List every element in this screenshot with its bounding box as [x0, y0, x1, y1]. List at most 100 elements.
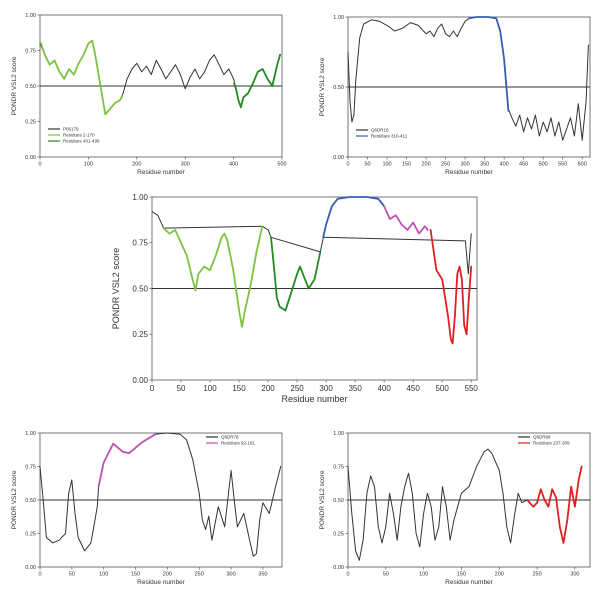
y-tick-label: 0.50 [333, 85, 344, 91]
x-tick-label: 100 [203, 384, 217, 393]
x-tick-label: 550 [558, 162, 567, 168]
series-line-2 [270, 236, 322, 312]
x-tick-label: 400 [500, 162, 509, 168]
x-tick-label: 50 [177, 384, 186, 393]
x-tick-label: 50 [364, 162, 370, 168]
x-tick-label: 50 [69, 572, 75, 578]
x-tick-label: 100 [419, 572, 428, 578]
y-axis-label: PONDR VSL2 score [319, 57, 326, 116]
series-line-1 [97, 433, 157, 488]
series-line-1 [40, 39, 124, 116]
series-line-0 [151, 211, 472, 275]
y-tick-label: 1.00 [132, 193, 148, 202]
x-tick-label: 150 [131, 572, 140, 578]
legend-label: Residues 237-309 [533, 441, 570, 446]
x-tick-label: 200 [495, 572, 504, 578]
y-tick-label: 0.50 [25, 498, 36, 504]
y-tick-label: 0.50 [25, 84, 36, 90]
x-tick-label: 300 [461, 162, 470, 168]
y-tick-label: 0.25 [333, 531, 344, 537]
x-tick-label: 500 [539, 162, 548, 168]
y-tick-label: 0.75 [25, 48, 36, 54]
x-tick-label: 300 [226, 572, 235, 578]
x-axis-label: Residue number [281, 394, 347, 404]
x-tick-label: 500 [277, 162, 286, 168]
y-axis-label: PONDR VSL2 score [11, 56, 18, 115]
y-tick-label: 0.00 [132, 376, 148, 385]
legend-label: Q8DR78 [221, 435, 239, 440]
y-tick-label: 1.00 [333, 431, 344, 437]
series-line-0 [39, 40, 281, 115]
x-tick-label: 0 [346, 572, 349, 578]
x-axis-label: Residue number [445, 579, 494, 586]
x-tick-label: 450 [406, 384, 420, 393]
legend-label: Residues 401-496 [63, 139, 100, 144]
x-tick-label: 250 [290, 384, 304, 393]
legend-label: Q6DR16 [371, 128, 389, 133]
x-tick-label: 200 [163, 572, 172, 578]
chart-panel-bottom-left: 0 50 100 150 200 250 300 350 0.00 0.25 0.50 0.75 1.0… [11, 431, 283, 586]
chart-panel-top-left: 0 100 200 300 400 500 0.00 0.25 0.50 0.75 1.00 Resi… [11, 13, 286, 176]
series-line-1 [468, 16, 510, 112]
y-tick-label: 1.00 [333, 15, 344, 21]
y-tick-label: 0.75 [132, 239, 148, 248]
x-tick-label: 0 [38, 572, 41, 578]
x-tick-label: 300 [319, 384, 333, 393]
x-tick-label: 100 [84, 162, 93, 168]
x-tick-label: 100 [382, 162, 391, 168]
y-axis-label: PONDR VSL2 score [11, 470, 18, 529]
series-line-2 [233, 53, 281, 109]
legend-label: P06179 [63, 127, 79, 132]
chart-panel-top-right: 0 50 100 150 200 250 300 350 400 450 500 550 600 0.00… [319, 15, 591, 176]
y-axis-label: PONDR VSL2 score [111, 248, 121, 330]
x-tick-label: 300 [570, 572, 579, 578]
x-tick-label: 400 [229, 162, 238, 168]
x-tick-label: 350 [480, 162, 489, 168]
y-tick-label: 0.50 [132, 284, 148, 293]
x-tick-label: 350 [348, 384, 362, 393]
x-tick-label: 600 [578, 162, 587, 168]
x-tick-label: 0 [346, 162, 349, 168]
x-tick-label: 200 [421, 162, 430, 168]
legend-label: Q8DR98 [533, 435, 551, 440]
legend-label: Residues 92-181 [221, 441, 256, 446]
y-tick-label: 0.75 [333, 464, 344, 470]
y-tick-label: 0.25 [25, 531, 36, 537]
legend-label: Residues 310-411 [371, 134, 408, 139]
y-tick-label: 0.00 [25, 565, 36, 571]
x-tick-label: 250 [532, 572, 541, 578]
y-tick-label: 0.00 [333, 155, 344, 161]
legend-label: Residues 2-170 [63, 133, 95, 138]
x-tick-label: 250 [195, 572, 204, 578]
x-tick-label: 550 [465, 384, 479, 393]
y-tick-label: 0.25 [132, 330, 148, 339]
series-line-0 [39, 432, 282, 557]
x-tick-label: 0 [150, 384, 155, 393]
x-tick-label: 500 [435, 384, 449, 393]
x-tick-label: 200 [261, 384, 275, 393]
x-tick-label: 100 [99, 572, 108, 578]
y-axis-label: PONDR VSL2 score [319, 470, 326, 529]
x-tick-label: 200 [132, 162, 141, 168]
y-tick-label: 1.00 [25, 431, 36, 437]
series-line-3 [322, 196, 385, 239]
x-axis-label: Residue number [137, 579, 186, 586]
y-tick-label: 1.00 [25, 13, 36, 19]
x-axis-label: Residue number [445, 169, 494, 176]
y-tick-label: 0.25 [25, 119, 36, 125]
series-line-1 [526, 465, 583, 544]
x-tick-label: 150 [457, 572, 466, 578]
y-tick-label: 0.00 [25, 155, 36, 161]
x-tick-label: 150 [402, 162, 411, 168]
x-tick-label: 400 [377, 384, 391, 393]
series-line-0 [347, 16, 589, 141]
x-axis-label: Residue number [137, 169, 186, 176]
chart-panel-center: 0 50 100 150 200 250 300 350 400 450 500 550 0.00 0.2… [111, 193, 478, 404]
x-tick-label: 350 [258, 572, 267, 578]
chart-panel-bottom-right: 0 50 100 150 200 250 300 0.00 0.25 0.50 0.75 1.00 Re… [319, 431, 591, 586]
series-line-1 [162, 225, 264, 328]
